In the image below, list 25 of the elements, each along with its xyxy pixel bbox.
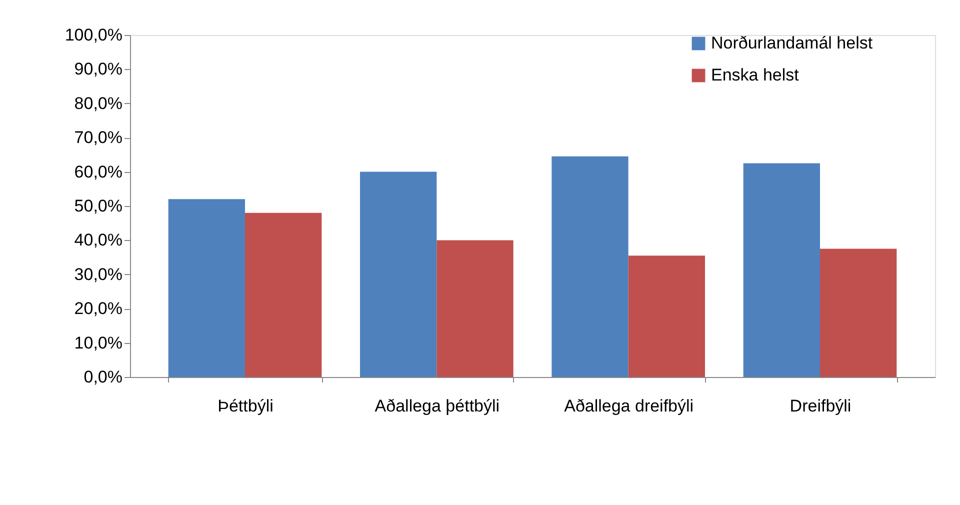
x-tick-label: Aðallega þéttbýli	[374, 396, 500, 416]
y-tick-label: 60,0%	[74, 162, 122, 182]
y-tick-label: 90,0%	[74, 60, 122, 79]
y-tick-label: 40,0%	[74, 230, 122, 250]
y-tick-label: 100,0%	[64, 26, 122, 44]
x-tick-label: Þéttbýli	[218, 396, 274, 416]
legend-label: Enska helst	[711, 66, 800, 84]
legend-label: Norðurlandamál helst	[711, 34, 873, 52]
y-tick-label: 20,0%	[74, 299, 122, 318]
bar	[552, 156, 628, 377]
bar	[628, 256, 705, 377]
y-tick-label: 80,0%	[74, 94, 122, 113]
x-tick-label: Dreifbýli	[790, 396, 852, 416]
bar	[436, 240, 514, 377]
bar	[360, 172, 437, 377]
bar	[743, 163, 820, 377]
y-tick-label: 30,0%	[74, 264, 122, 284]
y-tick-label: 50,0%	[74, 196, 122, 216]
bar	[168, 199, 245, 377]
bar	[245, 212, 322, 377]
y-tick-label: 70,0%	[74, 128, 122, 148]
y-tick-label: 0,0%	[84, 368, 122, 386]
y-tick-label: 10,0%	[74, 333, 122, 352]
x-tick-label: Aðallega dreifbýli	[564, 396, 694, 416]
bar	[820, 248, 897, 377]
